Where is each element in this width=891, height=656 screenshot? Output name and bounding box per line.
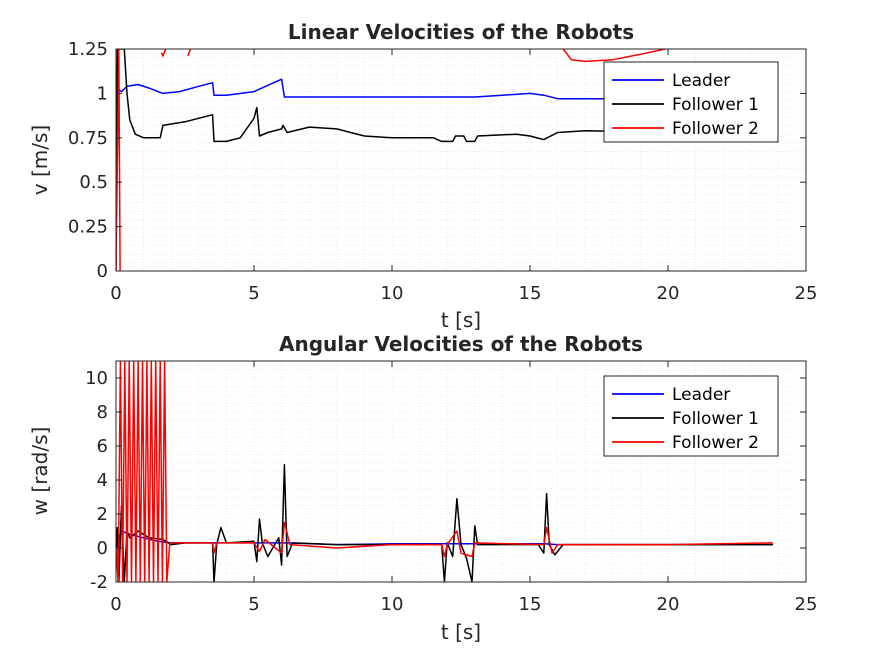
y-tick-label: 0 (97, 261, 108, 282)
chart-title: Angular Velocities of the Robots (279, 332, 643, 356)
y-tick-label: 0.75 (68, 128, 108, 149)
series-follower-2 (116, 361, 773, 582)
legend: Leader Follower 1 Follower 2 (603, 375, 779, 457)
x-tick-label: 10 (381, 594, 404, 615)
y-tick-label: 10 (85, 368, 108, 389)
y-tick-label: 8 (97, 402, 108, 423)
x-axis-label: t [s] (441, 620, 481, 644)
legend-entry: Follower 1 (672, 409, 759, 429)
x-tick-label: 0 (110, 594, 121, 615)
series-segment (187, 49, 192, 57)
y-tick-label: 6 (97, 436, 108, 457)
x-tick-label: 15 (519, 594, 542, 615)
series-segment (562, 49, 666, 63)
x-tick-label: 0 (110, 283, 121, 304)
x-tick-label: 10 (381, 283, 404, 304)
x-tick-label: 20 (657, 594, 680, 615)
series-follower-1 (116, 49, 773, 271)
axes-box (115, 48, 807, 272)
y-tick-label: 1.25 (68, 39, 108, 60)
x-tick-label: 20 (657, 283, 680, 304)
x-axis-label: t [s] (441, 308, 481, 332)
series-follower-2 (116, 49, 121, 271)
y-tick-label: 0 (97, 538, 108, 559)
legend-entry: Follower 1 (672, 95, 759, 115)
ticks: 0 5 10 15 20 25 0 0.25 0.5 0.75 1 1.25 (68, 39, 818, 304)
y-tick-label: 4 (97, 470, 108, 491)
x-tick-label: 25 (795, 283, 818, 304)
series-segment (160, 49, 167, 57)
legend: Leader Follower 1 Follower 2 (603, 61, 779, 143)
y-axis-label: v [m/s] (28, 125, 52, 195)
x-tick-label: 15 (519, 283, 542, 304)
legend-entry: Leader (672, 385, 730, 405)
x-tick-label: 5 (248, 594, 259, 615)
series-layer (116, 361, 773, 582)
x-tick-label: 25 (795, 594, 818, 615)
y-tick-label: 0.5 (79, 172, 108, 193)
axes-box (115, 360, 807, 583)
y-tick-label: 1 (97, 83, 108, 104)
x-tick-label: 5 (248, 283, 259, 304)
legend-entry: Follower 2 (672, 119, 759, 139)
y-axis-label: w [rad/s] (28, 427, 52, 516)
y-tick-label: -2 (90, 572, 108, 593)
y-tick-label: 0.25 (68, 217, 108, 238)
linear-velocity-chart: 0 5 10 15 20 25 0 0.25 0.5 0.75 1 1.25 Linear Veloc… (28, 20, 817, 332)
legend-entry: Follower 2 (672, 433, 759, 453)
series-layer (116, 49, 773, 271)
chart-title: Linear Velocities of the Robots (288, 20, 634, 44)
y-tick-label: 2 (97, 504, 108, 525)
legend-entry: Leader (672, 71, 730, 91)
